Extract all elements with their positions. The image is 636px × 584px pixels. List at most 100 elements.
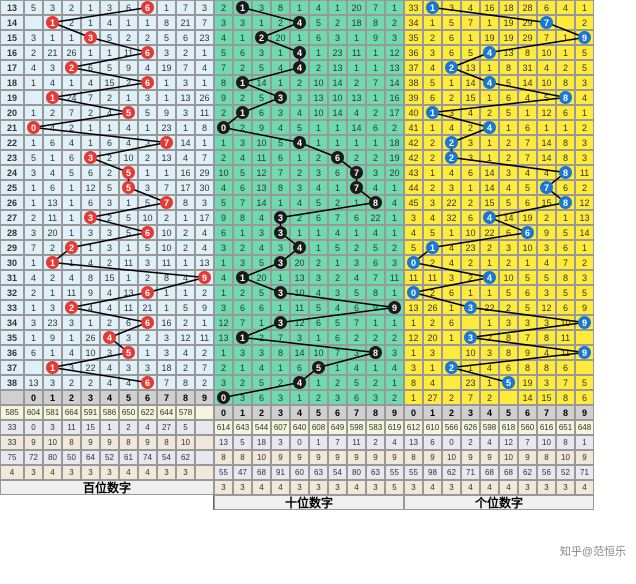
grid-cell: 6 bbox=[290, 360, 309, 375]
footer-cell: 55 bbox=[385, 465, 404, 480]
footer-cell: 644 bbox=[157, 405, 176, 420]
draw-ball: 2 bbox=[445, 361, 458, 374]
grid-cell: 22 bbox=[81, 360, 100, 375]
footer-cell: 3 bbox=[43, 420, 62, 435]
grid-cell: 1 bbox=[62, 30, 81, 45]
grid-cell: 4 bbox=[518, 90, 537, 105]
grid-cell: 5 bbox=[252, 255, 271, 270]
grid-cell: 7 bbox=[347, 165, 366, 180]
grid-cell: 1 bbox=[423, 165, 442, 180]
grid-cell: 1 bbox=[480, 375, 499, 390]
grid-cell: 14 bbox=[252, 195, 271, 210]
footer-cell: 4 bbox=[271, 480, 290, 495]
grid-cell: 1 bbox=[81, 0, 100, 15]
grid-cell: 4 bbox=[442, 120, 461, 135]
footer-cell: 664 bbox=[62, 405, 81, 420]
grid-cell: 44 bbox=[404, 180, 423, 195]
grid-cell: 2 bbox=[62, 120, 81, 135]
row-label: 34 bbox=[0, 315, 24, 330]
grid-cell: 1 bbox=[81, 240, 100, 255]
grid-cell: 12 bbox=[290, 315, 309, 330]
grid-cell: 5 bbox=[271, 135, 290, 150]
grid-cell: 2 bbox=[309, 150, 328, 165]
grid-cell: 34 bbox=[404, 15, 423, 30]
footer-cell: 566 bbox=[442, 420, 461, 435]
grid-cell: 1 bbox=[176, 285, 195, 300]
grid-cell: 4 bbox=[404, 225, 423, 240]
grid-cell: 19 bbox=[518, 375, 537, 390]
grid-cell: 1 bbox=[119, 195, 138, 210]
grid-cell: 5 bbox=[309, 360, 328, 375]
grid-cell: 4 bbox=[537, 60, 556, 75]
grid-cell: 3 bbox=[157, 45, 176, 60]
grid-cell: 1 bbox=[119, 15, 138, 30]
draw-ball: 6 bbox=[141, 316, 154, 329]
grid-cell: 13 bbox=[347, 90, 366, 105]
row-label: 35 bbox=[0, 330, 24, 345]
grid-cell: 2 bbox=[499, 300, 518, 315]
grid-cell: 4 bbox=[385, 360, 404, 375]
footer-cell: 3 bbox=[537, 480, 556, 495]
grid-cell: 3 bbox=[100, 0, 119, 15]
footer-cell: 9 bbox=[575, 450, 594, 465]
grid-cell: 1 bbox=[575, 105, 594, 120]
header-cell: 4 bbox=[290, 405, 309, 420]
grid-cell: 8 bbox=[271, 180, 290, 195]
grid-cell: 2 bbox=[442, 390, 461, 405]
grid-cell: 13 bbox=[176, 90, 195, 105]
row-label: 32 bbox=[0, 285, 24, 300]
grid-cell: 5 bbox=[252, 90, 271, 105]
grid-cell: 2 bbox=[176, 45, 195, 60]
grid-cell: 1 bbox=[309, 120, 328, 135]
grid-cell: 1 bbox=[43, 345, 62, 360]
draw-ball: 5 bbox=[312, 361, 325, 374]
footer-cell: 5 bbox=[385, 480, 404, 495]
grid-cell: 19 bbox=[499, 30, 518, 45]
footer-cell: 604 bbox=[24, 405, 43, 420]
grid-cell: 1 bbox=[43, 360, 62, 375]
footer-cell: 8 bbox=[233, 450, 252, 465]
draw-ball: 4 bbox=[293, 136, 306, 149]
grid-cell: 4 bbox=[385, 195, 404, 210]
grid-cell: 10 bbox=[138, 210, 157, 225]
grid-cell: 9 bbox=[518, 345, 537, 360]
grid-cell: 7 bbox=[176, 60, 195, 75]
grid-cell: 3 bbox=[290, 330, 309, 345]
grid-cell: 21 bbox=[176, 15, 195, 30]
grid-cell: 12 bbox=[575, 195, 594, 210]
grid-cell: 6 bbox=[442, 45, 461, 60]
grid-cell: 30 bbox=[195, 180, 214, 195]
grid-cell: 3 bbox=[404, 210, 423, 225]
grid-cell: 23 bbox=[328, 45, 347, 60]
draw-ball: 1 bbox=[236, 331, 249, 344]
grid-cell: 5 bbox=[442, 15, 461, 30]
grid-cell: 3 bbox=[347, 345, 366, 360]
grid-cell: 3 bbox=[43, 60, 62, 75]
grid-cell: 11 bbox=[385, 270, 404, 285]
draw-ball: 6 bbox=[331, 151, 344, 164]
footer-cell: 3 bbox=[233, 480, 252, 495]
grid-cell: 22 bbox=[480, 300, 499, 315]
grid-cell: 42 bbox=[404, 150, 423, 165]
footer-cell: 3 bbox=[518, 480, 537, 495]
draw-ball: 5 bbox=[122, 166, 135, 179]
grid-cell: 1 bbox=[404, 390, 423, 405]
draw-ball: 4 bbox=[293, 16, 306, 29]
grid-cell: 2 bbox=[385, 330, 404, 345]
footer-cell: 4 bbox=[499, 480, 518, 495]
grid-cell: 3 bbox=[252, 345, 271, 360]
grid-cell: 3 bbox=[81, 225, 100, 240]
grid-cell: 7 bbox=[176, 0, 195, 15]
grid-cell: 3 bbox=[290, 180, 309, 195]
grid-cell: 5 bbox=[119, 225, 138, 240]
grid-cell: 2 bbox=[81, 375, 100, 390]
footer-cell: 9 bbox=[309, 450, 328, 465]
grid-cell: 4 bbox=[195, 225, 214, 240]
grid-cell: 1 bbox=[328, 180, 347, 195]
grid-cell: 14 bbox=[518, 390, 537, 405]
grid-cell: 4 bbox=[271, 120, 290, 135]
grid-cell: 15 bbox=[100, 75, 119, 90]
grid-cell: 4 bbox=[176, 345, 195, 360]
grid-cell: 2 bbox=[43, 270, 62, 285]
row-label: 37 bbox=[0, 360, 24, 375]
